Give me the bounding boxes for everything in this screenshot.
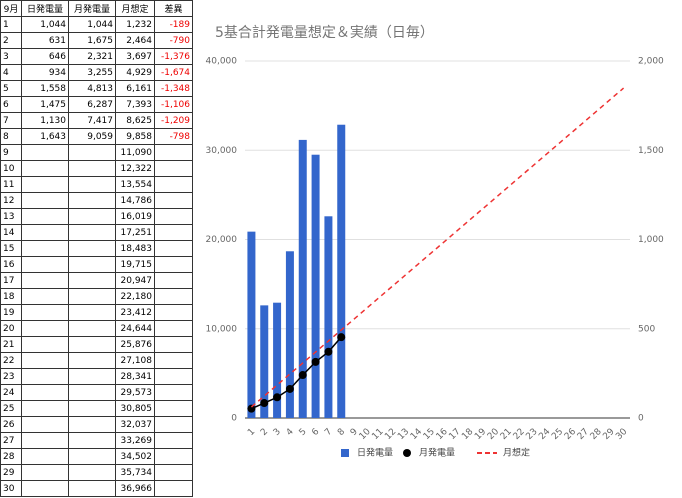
y2-tick-label: 1,500 (638, 146, 664, 156)
legend-swatch (341, 449, 349, 457)
table-row: 29 35,734 (0, 464, 193, 481)
y2-tick-label: 0 (638, 414, 644, 424)
header-row: 9月 日発電量 月発電量 月想定 差異 (0, 0, 193, 17)
x-tick-label: 4 (285, 427, 296, 438)
table-row: 19 23,412 (0, 304, 193, 321)
table-row: 30 36,966 (0, 480, 193, 497)
table-row: 21 25,876 (0, 336, 193, 353)
line-series (250, 87, 625, 408)
table-row: 7 1,130 7,417 8,625 -1,209 (0, 112, 193, 129)
y2-tick-label: 500 (638, 324, 655, 334)
table-row: 28 34,502 (0, 448, 193, 465)
legend-swatch (403, 449, 411, 457)
bar (324, 216, 333, 418)
table-row: 6 1,475 6,287 7,393 -1,106 (0, 96, 193, 113)
table-row: 26 32,037 (0, 416, 193, 433)
x-tick-label: 3 (272, 427, 283, 438)
line-marker (311, 357, 320, 366)
table-row: 10 12,322 (0, 160, 193, 177)
bar (260, 305, 269, 418)
x-tick-label: 7 (323, 427, 334, 438)
y-tick-label: 0 (231, 414, 237, 424)
x-tick-label: 8 (336, 427, 347, 438)
bar (247, 231, 256, 418)
table-cell (154, 480, 193, 497)
bar (285, 251, 294, 418)
table-row: 1 1,044 1,044 1,232 -189 (0, 16, 193, 33)
line-marker (298, 371, 307, 380)
data-table: 9月 日発電量 月発電量 月想定 差異 1 1,044 1,044 1,232 -189 2 631 1… (0, 0, 193, 497)
chart-title: 5基合計発電量想定＆実績（日毎） (215, 24, 434, 41)
table-cell: -798 (154, 128, 193, 145)
table-row: 4 934 3,255 4,929 -1,674 (0, 64, 193, 81)
table-row: 12 14,786 (0, 192, 193, 209)
y2-tick-label: 2,000 (638, 57, 664, 67)
legend-label: 月発電量 (419, 447, 455, 459)
y-tick-label: 10,000 (206, 324, 238, 334)
table-row: 3 646 2,321 3,697 -1,376 (0, 48, 193, 65)
line-marker (260, 399, 269, 408)
line-marker (337, 333, 346, 342)
table-row: 17 20,947 (0, 272, 193, 289)
x-tick-label: 2 (259, 427, 270, 438)
line-marker (273, 393, 282, 402)
x-tick-label: 5 (298, 427, 309, 438)
table-row: 22 27,108 (0, 352, 193, 369)
table-row: 9 11,090 (0, 144, 193, 161)
x-tick-label: 1 (246, 427, 257, 438)
legend-label: 日発電量 (357, 447, 393, 459)
y2-tick-label: 1,000 (638, 235, 664, 245)
line-marker (324, 347, 333, 356)
y-tick-label: 20,000 (206, 235, 238, 245)
line-marker (247, 404, 256, 413)
bar (298, 139, 307, 418)
x-tick-label: 6 (310, 427, 321, 438)
x-tick-label: 30 (614, 427, 629, 442)
bar (311, 154, 320, 418)
legend-label: 月想定 (503, 447, 530, 459)
y-tick-label: 30,000 (206, 146, 238, 156)
bar (273, 302, 282, 418)
line-marker (285, 384, 294, 393)
table-row: 20 24,644 (0, 320, 193, 337)
y-tick-label: 40,000 (206, 57, 238, 67)
x-tick-label: 9 (349, 427, 360, 438)
table-row: 11 13,554 (0, 176, 193, 193)
bar (337, 124, 346, 419)
